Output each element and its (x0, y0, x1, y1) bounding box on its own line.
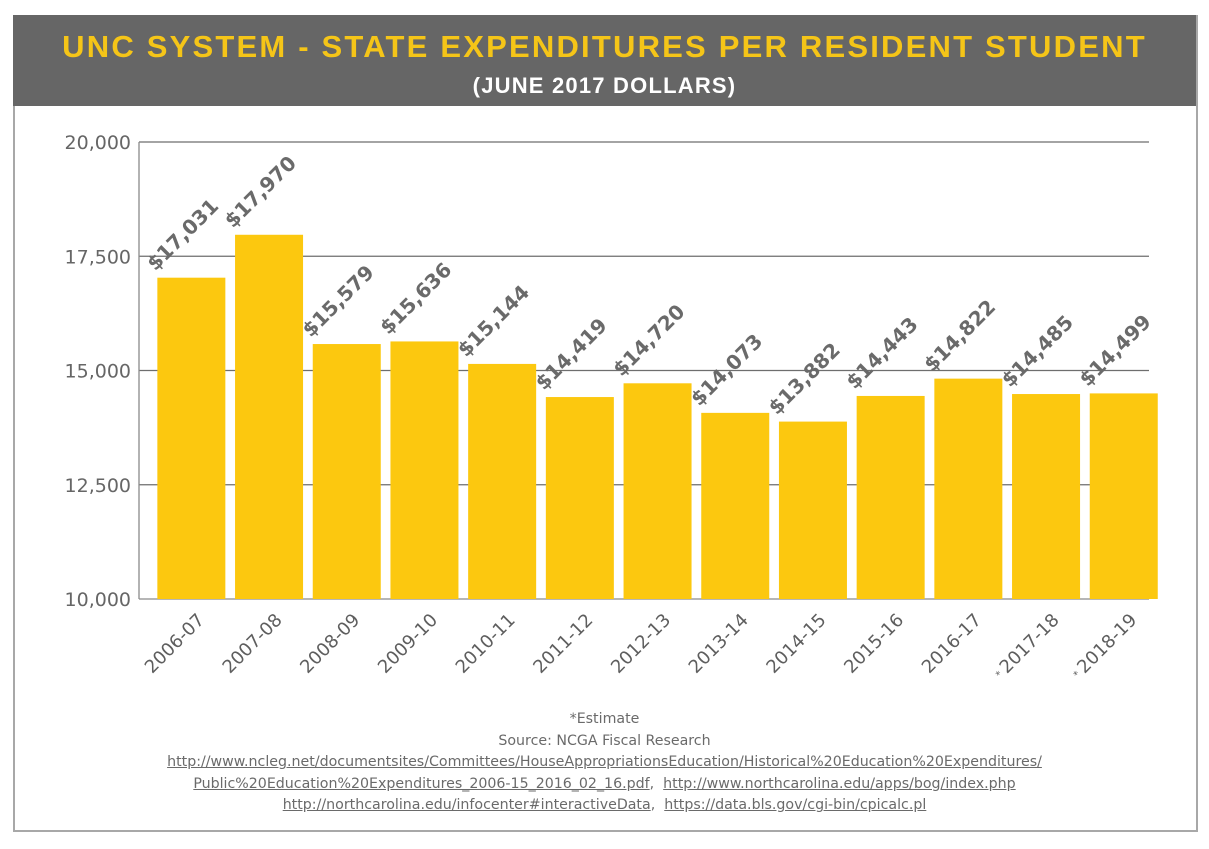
source-text: Source: NCGA Fiscal Research (498, 732, 711, 749)
bar-2017-18 (1012, 394, 1081, 599)
source-link-ncleg-pdf[interactable]: Public%20Education%20Expenditures_2006-1… (193, 775, 650, 792)
bar-2013-14 (701, 412, 770, 599)
x-tick-label: 2008-09 (296, 610, 364, 678)
source-link-bog[interactable]: http://www.northcarolina.edu/apps/bog/in… (663, 775, 1016, 792)
x-tick-label: 2014-15 (762, 610, 830, 678)
chart-title: UNC SYSTEM - STATE EXPENDITURES PER RESI… (62, 29, 1147, 64)
bar-2015-16 (856, 395, 925, 599)
x-tick-label: 2009-10 (374, 610, 442, 678)
x-tick-label: 2010-11 (452, 610, 520, 678)
x-tick-label: 2007-08 (219, 610, 287, 678)
bar-2011-12 (545, 397, 614, 599)
source-link-ncleg[interactable]: http://www.ncleg.net/documentsites/Commi… (167, 754, 1042, 770)
x-tick-label: 2013-14 (685, 610, 753, 678)
data-label: $14,499 (1074, 310, 1155, 391)
bar-2012-13 (623, 383, 692, 599)
x-tick-label: 2011-12 (529, 610, 597, 678)
x-axis-ticks: 2006-07 2007-08 2008-09 2009-10 2010-11 2011-… (141, 610, 1141, 684)
y-axis-ticks: 10,000 12,500 15,000 17,500 20,000 (65, 132, 131, 611)
bar-2006-07 (157, 277, 226, 599)
link-separator: , (649, 775, 655, 792)
data-label: $14,419 (530, 313, 611, 394)
data-label: $15,579 (297, 260, 378, 341)
source-link-bls-cpi[interactable]: https://data.bls.gov/cgi-bin/cpicalc.pl (664, 797, 927, 813)
x-tick-text: 2017-18 (996, 610, 1064, 678)
bar-2008-09 (312, 344, 381, 599)
x-tick-label: 2012-13 (607, 610, 675, 678)
data-label: $14,720 (608, 299, 689, 380)
x-tick-label: 2016-17 (918, 610, 986, 678)
chart-footer: *Estimate Source: NCGA Fiscal Research h… (13, 709, 1196, 817)
data-label: $13,882 (764, 338, 845, 419)
x-tick-label: * 2017-18 (990, 610, 1064, 684)
data-label: $15,144 (453, 280, 534, 361)
bars (157, 234, 1158, 599)
bar-2010-11 (468, 363, 537, 599)
chart-header: UNC SYSTEM - STATE EXPENDITURES PER RESI… (13, 15, 1196, 106)
data-label: $15,636 (375, 258, 456, 339)
source-link-infocenter[interactable]: http://northcarolina.edu/infocenter#inte… (282, 797, 651, 813)
data-label: $14,822 (919, 295, 1000, 376)
y-tick-label: 12,500 (65, 475, 131, 497)
x-tick-label: 2015-16 (840, 610, 908, 678)
data-label: $17,970 (220, 151, 301, 232)
y-tick-label: 15,000 (65, 361, 131, 383)
data-label: $14,485 (997, 310, 1078, 391)
bar-2014-15 (778, 421, 847, 599)
bar-2009-10 (390, 341, 459, 599)
data-label: $14,073 (686, 329, 767, 410)
chart-frame (13, 15, 1198, 832)
x-tick-label: 2006-07 (141, 610, 209, 678)
gridlines (139, 141, 1149, 486)
y-tick-label: 20,000 (65, 132, 131, 154)
data-label: $14,443 (841, 312, 922, 393)
x-tick-label: * 2018-19 (1067, 610, 1141, 684)
bar-2007-08 (235, 234, 304, 599)
link-separator: , (650, 797, 656, 813)
bar-2016-17 (934, 378, 1003, 599)
x-tick-text: 2018-19 (1073, 610, 1141, 678)
y-tick-label: 10,000 (65, 589, 131, 611)
bar-2018-19 (1089, 393, 1158, 599)
data-label: $17,031 (142, 194, 223, 275)
estimate-note: *Estimate (569, 711, 640, 727)
y-tick-label: 17,500 (65, 246, 131, 268)
chart-subtitle: (JUNE 2017 DOLLARS) (472, 73, 737, 98)
